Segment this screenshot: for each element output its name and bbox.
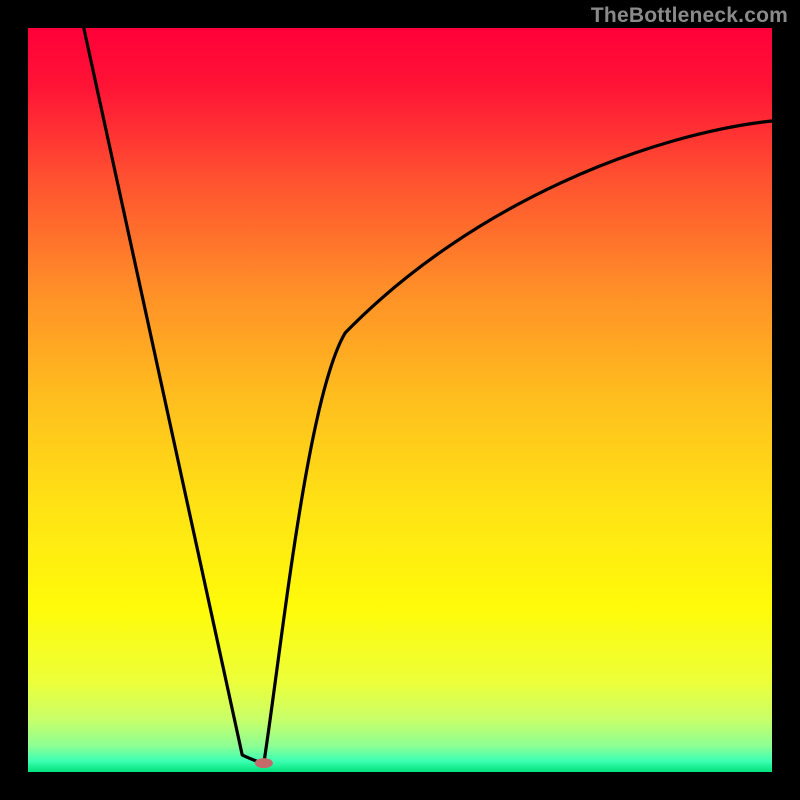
gradient-background: [28, 28, 772, 772]
minimum-marker: [255, 758, 273, 768]
plot-svg: [28, 28, 772, 772]
plot-area: [28, 28, 772, 772]
chart-frame: TheBottleneck.com: [0, 0, 800, 800]
watermark-text: TheBottleneck.com: [591, 4, 788, 28]
